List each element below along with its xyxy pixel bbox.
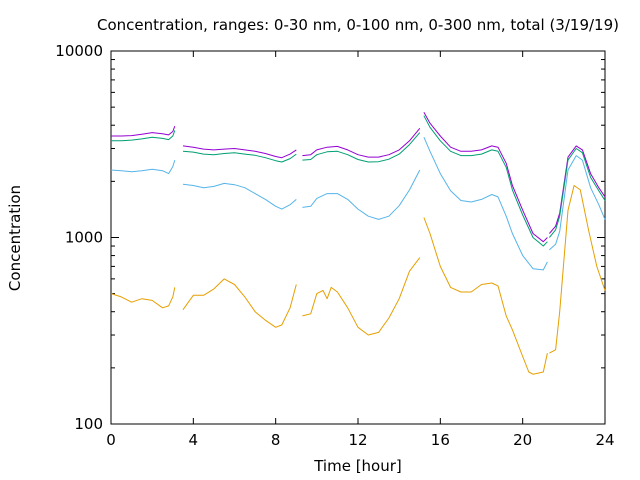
series-line-0-30-nm [302,257,421,336]
plot-frame [110,50,606,425]
series-line-total [111,126,176,137]
series-line-total [423,111,548,243]
y-axis-label: Concentration [6,185,24,291]
series-line-0-300-nm [423,115,548,247]
plot-area: 0 4 8 12 16 20 24 100 1000 10000 [55,42,614,449]
y-tick-label: 10000 [55,42,103,60]
series-line-0-300-nm [111,130,176,142]
x-tick-label: 0 [106,431,116,449]
x-tick-label: 24 [595,431,614,449]
series-line-0-300-nm [182,150,297,163]
series-line-total [302,127,421,158]
series-line-total [549,145,606,234]
x-tick-label: 12 [348,431,367,449]
series-line-0-100-nm [110,159,176,175]
series-line-0-30-nm [549,185,606,354]
series-line-0-100-nm [182,182,297,210]
series-line-total [182,145,297,159]
x-tick-label: 20 [513,431,532,449]
series-line-0-30-nm [423,217,548,375]
series-line-0-100-nm [549,155,606,251]
series-line-0-300-nm [302,132,421,163]
series-line-0-100-nm [423,137,548,271]
y-tick-label: 100 [74,415,103,433]
y-tick-label: 1000 [65,229,103,247]
series-line-0-30-nm [110,287,176,309]
x-tick-label: 8 [271,431,281,449]
x-tick-label: 4 [189,431,199,449]
x-tick-label: 16 [431,431,450,449]
x-axis-label: Time [hour] [313,457,402,475]
series-line-0-30-nm [182,278,297,328]
series-line-0-100-nm [302,169,421,220]
series-line-0-300-nm [549,148,606,238]
chart-title: Concentration, ranges: 0-30 nm, 0-100 nm… [97,16,619,34]
